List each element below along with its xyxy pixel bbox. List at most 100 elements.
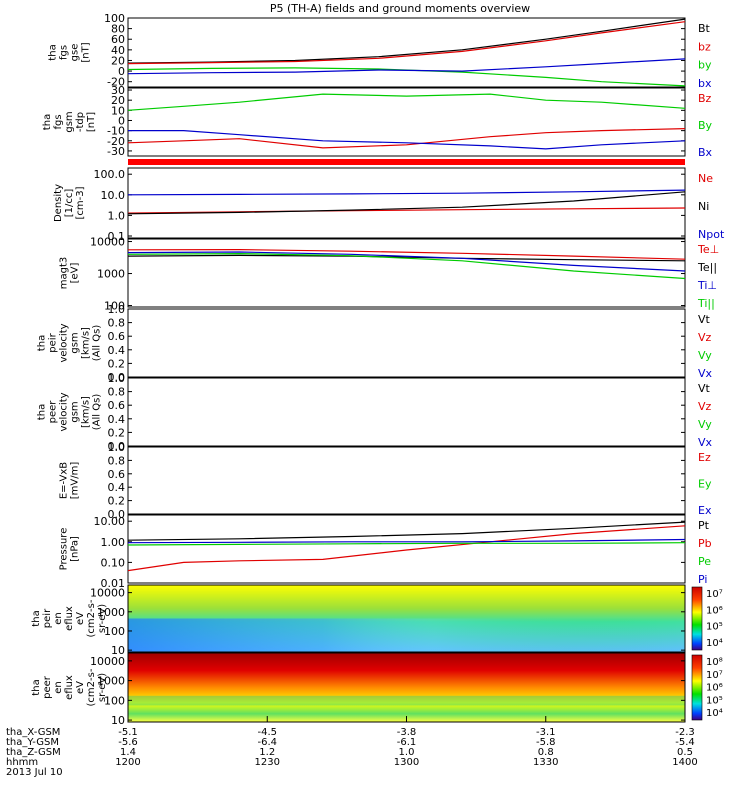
y-tick-label: 0.0 <box>108 371 126 384</box>
y-axis-label-line: eflux <box>64 675 75 700</box>
legend-label: Vx <box>698 436 713 449</box>
y-tick-label: 10 <box>111 104 125 117</box>
series-line-Bx <box>128 130 686 150</box>
y-axis-label-line: magt3 <box>59 257 70 290</box>
spectrogram-low-energy-band <box>128 618 685 652</box>
legend-label: Npot <box>698 228 725 241</box>
x-tick-label: 1.2 <box>259 747 275 758</box>
x-tick-label: -5.4 <box>675 737 695 748</box>
legend-label: Vx <box>698 367 713 380</box>
panel-peer-spectrogram: 10⁸10⁷10⁶10⁵10⁴10000100010010thapeerenef… <box>31 652 723 727</box>
legend-label: Vz <box>698 400 712 413</box>
series-line-Pt <box>127 521 686 541</box>
y-axis-label: Density[1/cc][cm-3] <box>53 184 86 222</box>
colorbar-label: 10⁸ <box>706 657 723 668</box>
legend-label: Vy <box>698 418 712 431</box>
legend-label: By <box>698 119 713 132</box>
y-axis-label: thapeerenefluxeV(cm2-s-sr-eV) <box>31 668 108 706</box>
y-tick-label: 20 <box>111 94 125 107</box>
x-tick-label: 1230 <box>255 757 280 768</box>
y-tick-label: 0.4 <box>108 344 126 357</box>
y-axis-label: magt3[eV] <box>59 257 81 290</box>
x-row-label: tha_Y-GSM <box>6 737 59 748</box>
colorbar-label: 10⁶ <box>706 683 723 694</box>
x-tick-label: -4.5 <box>257 727 277 738</box>
y-tick-label: 0.0 <box>108 508 126 521</box>
y-tick-label: 100.0 <box>94 168 126 181</box>
y-tick-label: 0.4 <box>108 413 126 426</box>
legend-label: Pb <box>698 537 712 550</box>
y-tick-label: 1000 <box>97 268 125 281</box>
y-axis-label-line: [nT] <box>86 112 97 132</box>
legend-label: Te|| <box>697 261 717 274</box>
panel-peer-velocity: 1.00.80.60.40.20.0thapeervelocitygsm[km/… <box>37 372 713 453</box>
y-tick-label: 20 <box>111 54 125 67</box>
y-tick-label: -30 <box>107 145 125 158</box>
y-tick-label: 100 <box>104 12 125 25</box>
y-axis-label-line: [cm-3] <box>75 186 86 219</box>
series-line-By <box>127 93 686 111</box>
y-tick-label: 10.0 <box>101 189 126 202</box>
legend-label: Pt <box>698 519 710 532</box>
y-axis-label-line: sr-eV) <box>97 673 108 702</box>
series-line-Te|| <box>127 254 686 262</box>
y-axis-label-line: velocity <box>59 392 70 431</box>
y-tick-label: 0.2 <box>108 426 126 439</box>
x-tick-label: 0.5 <box>677 747 693 758</box>
y-axis-label-line: eV <box>75 681 86 694</box>
legend-label: Vy <box>698 349 712 362</box>
y-axis-label-line: [1/cc] <box>64 189 75 218</box>
y-tick-label: 0.0 <box>108 440 126 453</box>
legend-label: Bt <box>698 22 711 35</box>
y-axis-label-line: (cm2-s- <box>86 599 97 637</box>
legend-label: Bx <box>698 146 713 159</box>
y-axis-label-line: gse <box>70 44 81 62</box>
y-tick-label: 30 <box>111 84 125 97</box>
y-axis-label-line: (cm2-s- <box>86 668 97 706</box>
y-axis-label: thafgsgsm-tdp[nT] <box>42 111 97 132</box>
y-tick-label: 10.00 <box>94 515 126 528</box>
panel-frame <box>127 167 686 239</box>
series-line-Ne <box>127 207 686 214</box>
x-tick-label: 1.0 <box>399 747 415 758</box>
y-axis-label-line: velocity <box>59 323 70 362</box>
y-axis-label-line: fgs <box>53 114 64 129</box>
legend-label: Vz <box>698 331 712 344</box>
y-axis-label-line: [mV/m] <box>70 462 81 500</box>
panel-frame <box>127 87 686 157</box>
y-axis-label-line: gsm <box>70 332 81 353</box>
y-tick-label: 0.6 <box>108 330 126 343</box>
legend-label: Ez <box>698 451 711 464</box>
series-line-bz <box>127 21 686 65</box>
y-axis-label-line: [km/s] <box>81 327 92 359</box>
y-tick-label: 100 <box>104 300 125 313</box>
legend-label: Bz <box>698 92 712 105</box>
y-tick-label: 0.2 <box>108 495 126 508</box>
series-line-Ti⊥ <box>127 251 686 272</box>
y-tick-label: 0 <box>118 65 125 78</box>
colorbar-label: 10⁵ <box>706 622 723 633</box>
legend-label: Ti⊥ <box>697 279 717 292</box>
series-line-Te⊥ <box>127 248 686 260</box>
y-tick-label: 10000 <box>90 587 125 600</box>
x-tick-label: -2.3 <box>675 727 695 738</box>
y-axis-label-line: [nT] <box>81 42 92 62</box>
y-axis-label: thapeirenefluxeV(cm2-s-sr-eV) <box>31 599 108 637</box>
panel-peir-velocity: 1.00.80.60.40.20.0thapeirvelocitygsm[km/… <box>37 303 713 384</box>
y-tick-label: -20 <box>107 135 125 148</box>
x-tick-label: -5.1 <box>118 727 138 738</box>
panel-frame <box>127 446 686 515</box>
data-quality-bar <box>128 159 685 165</box>
y-axis-label-line: en <box>53 612 64 625</box>
legend-label: Ti|| <box>697 297 715 310</box>
y-tick-label: 10000 <box>90 655 125 668</box>
y-tick-label: 100 <box>104 625 125 638</box>
colorbar-label: 10⁴ <box>706 638 723 649</box>
panel-frame <box>127 377 686 447</box>
y-axis-label: Pressure[nPa] <box>59 528 81 571</box>
panel-temperature: 10000 1000 100 magt3[eV] Te⊥ Te|| Ti⊥ Ti|| <box>59 236 720 313</box>
legend-label: Vt <box>698 382 711 395</box>
y-axis-label-line: gsm <box>64 111 75 132</box>
y-tick-label: 0.2 <box>108 357 126 370</box>
